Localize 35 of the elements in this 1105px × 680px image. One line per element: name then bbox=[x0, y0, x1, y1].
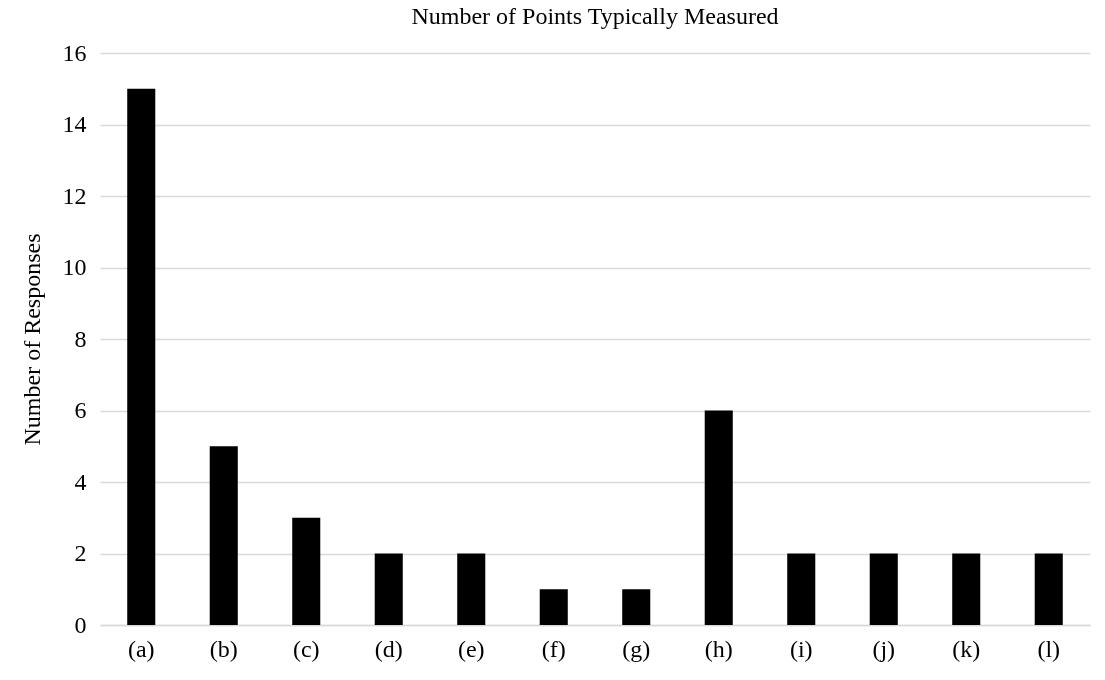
bar bbox=[457, 553, 486, 625]
x-tick-label: (i) bbox=[789, 635, 813, 662]
x-tick-label: (h) bbox=[704, 635, 733, 662]
bar bbox=[622, 589, 651, 625]
bar bbox=[292, 517, 321, 625]
y-tick-label: 8 bbox=[74, 325, 87, 352]
y-axis-title: Number of Responses bbox=[18, 233, 45, 446]
bar bbox=[127, 88, 156, 625]
x-tick-label: (b) bbox=[209, 635, 238, 662]
bar bbox=[374, 553, 403, 625]
x-tick-label: (a) bbox=[127, 635, 155, 662]
bar bbox=[952, 553, 981, 625]
bar bbox=[704, 410, 733, 625]
bar bbox=[787, 553, 816, 625]
y-tick-label: 12 bbox=[62, 182, 87, 209]
x-tick-label: (l) bbox=[1037, 635, 1061, 662]
bar bbox=[1034, 553, 1063, 625]
x-tick-label: (j) bbox=[872, 635, 896, 662]
x-tick-label: (e) bbox=[457, 635, 485, 662]
y-tick-label: 4 bbox=[74, 468, 87, 495]
y-tick-label: 6 bbox=[74, 397, 87, 423]
y-tick-label: 16 bbox=[62, 39, 87, 66]
y-tick-label: 0 bbox=[74, 611, 87, 638]
chart-title: Number of Points Typically Measured bbox=[411, 3, 779, 29]
bar bbox=[539, 589, 568, 625]
bar bbox=[869, 553, 898, 625]
bar bbox=[209, 446, 238, 625]
x-tick-label: (g) bbox=[622, 635, 651, 662]
x-tick-label: (k) bbox=[952, 635, 981, 662]
x-tick-label: (c) bbox=[292, 635, 320, 662]
y-tick-label: 14 bbox=[62, 111, 87, 137]
x-tick-label: (d) bbox=[374, 635, 403, 662]
x-tick-label: (f) bbox=[541, 635, 566, 662]
y-tick-label: 2 bbox=[74, 540, 87, 566]
y-tick-label: 10 bbox=[62, 254, 87, 280]
